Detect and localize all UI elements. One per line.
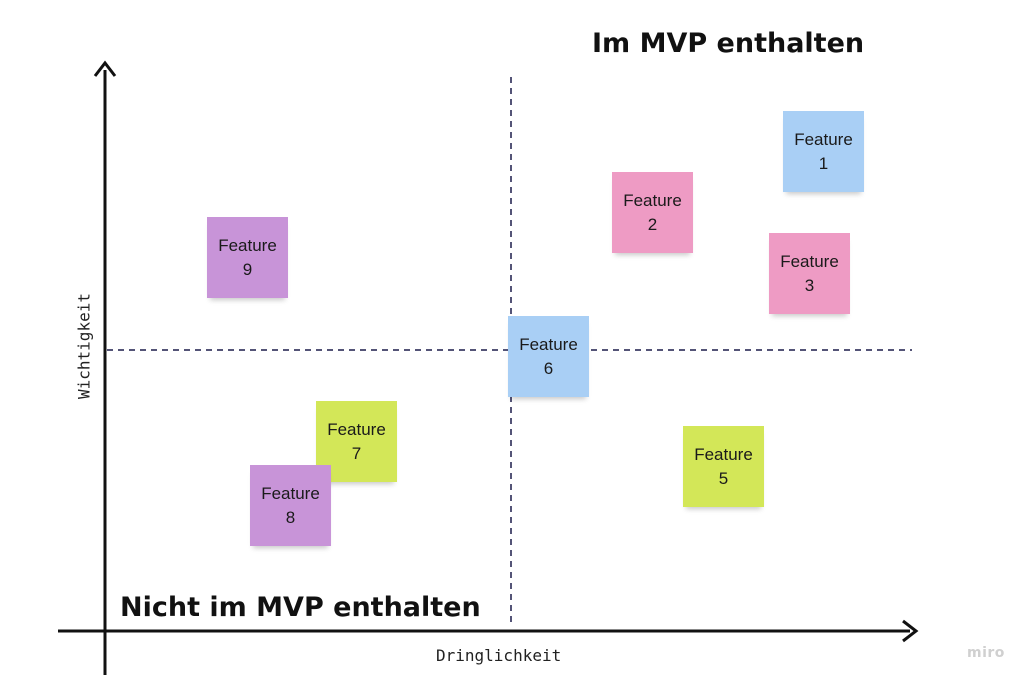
sticky-note-label: Feature [780, 251, 839, 271]
sticky-note-number: 8 [285, 507, 296, 527]
y-axis-label: Wichtigkeit [74, 293, 94, 399]
sticky-note-number: 6 [543, 358, 554, 378]
sticky-note-label: Feature [261, 483, 320, 503]
sticky-note-label: Feature [327, 419, 386, 439]
y-axis-arrowhead [93, 60, 117, 77]
sticky-note-number: 7 [351, 443, 362, 463]
sticky-note-number: 5 [718, 468, 729, 488]
sticky-note-number: 3 [804, 275, 815, 295]
sticky-note-feature-8[interactable]: Feature 8 [250, 465, 331, 546]
miro-watermark: miro [967, 645, 1005, 661]
sticky-note-label: Feature [694, 444, 753, 464]
sticky-note-number: 9 [242, 259, 253, 279]
sticky-note-label: Feature [218, 235, 277, 255]
x-axis-label: Dringlichkeit [436, 646, 562, 665]
sticky-note-feature-9[interactable]: Feature 9 [207, 217, 288, 298]
sticky-note-feature-2[interactable]: Feature 2 [612, 172, 693, 253]
title-im-mvp: Im MVP enthalten [592, 28, 865, 59]
sticky-note-feature-1[interactable]: Feature 1 [783, 111, 864, 192]
sticky-note-label: Feature [519, 334, 578, 354]
title-nicht-im-mvp: Nicht im MVP enthalten [120, 592, 481, 623]
sticky-note-feature-6[interactable]: Feature 6 [508, 316, 589, 397]
sticky-note-feature-3[interactable]: Feature 3 [769, 233, 850, 314]
sticky-note-number: 2 [647, 214, 658, 234]
sticky-note-feature-5[interactable]: Feature 5 [683, 426, 764, 507]
x-axis-arrowhead [902, 619, 919, 643]
sticky-note-label: Feature [794, 129, 853, 149]
sticky-note-label: Feature [623, 190, 682, 210]
sticky-note-number: 1 [818, 153, 829, 173]
